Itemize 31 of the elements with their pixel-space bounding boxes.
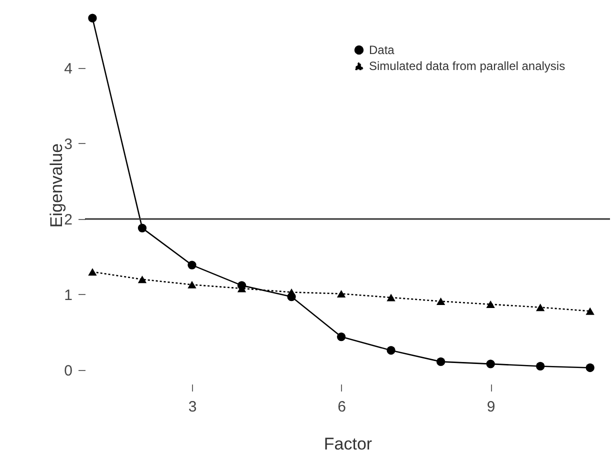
point	[88, 14, 97, 22]
point	[486, 300, 495, 308]
legend-label: Simulated data from parallel analysis	[369, 59, 566, 73]
point	[188, 280, 196, 288]
point	[188, 260, 196, 270]
point	[586, 363, 594, 372]
point	[88, 268, 97, 276]
y-tick-label: 2	[64, 211, 72, 228]
point	[386, 346, 396, 355]
point	[287, 288, 296, 296]
point	[486, 360, 495, 368]
point	[138, 276, 147, 284]
y-tick-label: 4	[64, 60, 72, 78]
point	[536, 362, 545, 371]
x-axis-title: Factor	[324, 434, 372, 454]
y-tick-label: 1	[64, 286, 72, 304]
point	[436, 357, 446, 366]
point	[586, 307, 594, 315]
point	[386, 294, 396, 302]
legend-label: Data	[369, 43, 395, 57]
x-tick-label: 9	[486, 398, 496, 416]
point	[138, 224, 147, 232]
y-axis-title: Eigenvalue	[47, 143, 66, 228]
y-tick-label: 3	[64, 136, 72, 153]
point	[336, 332, 346, 342]
x-tick-label: 3	[188, 398, 197, 416]
y-tick-label: 0	[64, 362, 72, 380]
point	[436, 298, 446, 306]
point	[536, 304, 545, 312]
x-tick-label: 6	[338, 398, 346, 416]
point	[336, 290, 346, 298]
